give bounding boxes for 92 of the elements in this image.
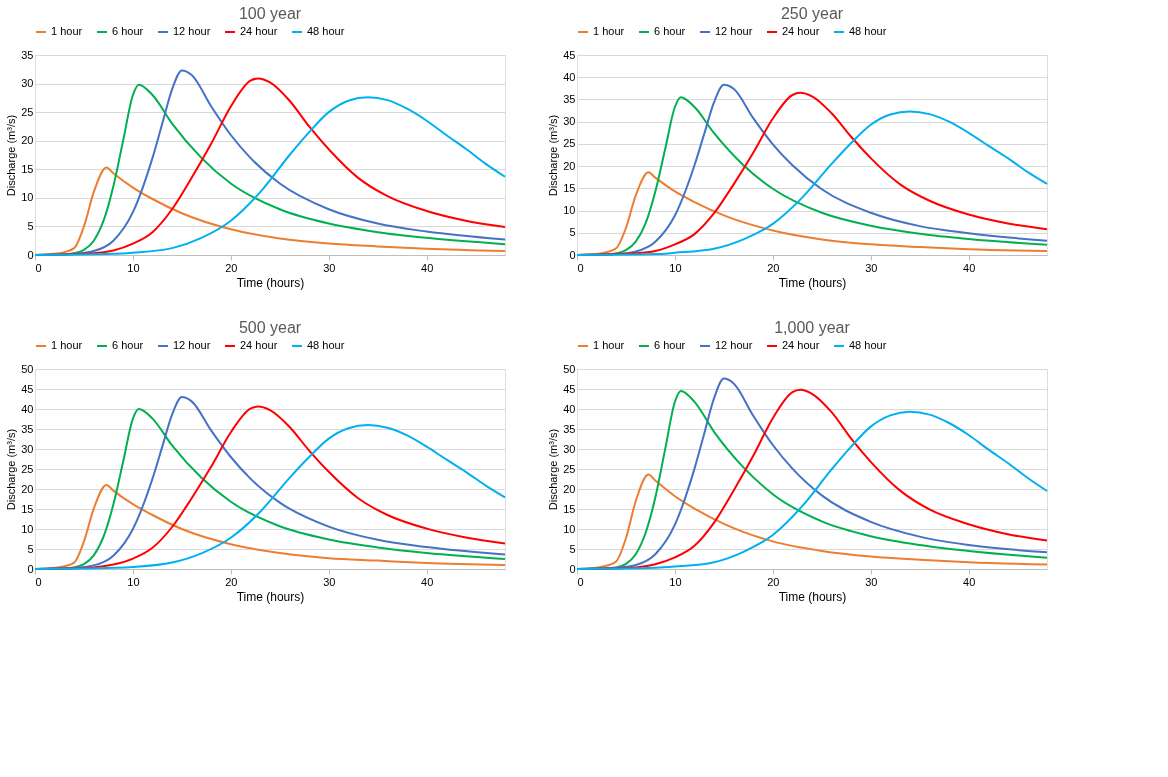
y-tick-label: 25 <box>563 462 576 475</box>
y-tick-label: 30 <box>21 442 34 455</box>
y-tick-label: 5 <box>569 226 576 239</box>
y-tick-label: 10 <box>563 204 576 217</box>
y-tick-label: 20 <box>563 159 576 172</box>
chart-title: 500 year <box>238 319 302 336</box>
x-tick-label: 20 <box>225 575 238 588</box>
x-tick-label: 0 <box>35 261 42 274</box>
y-tick-label: 50 <box>563 362 576 375</box>
y-tick-label: 35 <box>563 422 576 435</box>
legend-label: 48 hour <box>849 25 887 37</box>
x-axis-title: Time (hours) <box>778 589 847 604</box>
legend-label: 24 hour <box>240 339 278 351</box>
legend-label: 6 hour <box>654 339 686 351</box>
y-tick-label: 5 <box>569 542 576 555</box>
y-axis-title: Discharge (m³/s) <box>5 114 18 197</box>
y-axis-title: Discharge (m³/s) <box>5 428 18 511</box>
legend-label: 12 hour <box>715 339 753 351</box>
legend-label: 6 hour <box>654 25 686 37</box>
legend-label: 12 hour <box>173 339 211 351</box>
x-tick-label: 40 <box>963 575 976 588</box>
legend-label: 1 hour <box>593 339 625 351</box>
y-tick-label: 35 <box>563 92 576 105</box>
y-tick-label: 10 <box>563 522 576 535</box>
x-tick-label: 0 <box>577 261 584 274</box>
x-tick-label: 30 <box>865 575 878 588</box>
y-tick-label: 5 <box>27 542 34 555</box>
y-tick-label: 0 <box>27 562 34 575</box>
x-tick-label: 10 <box>127 261 140 274</box>
y-tick-label: 10 <box>21 191 34 204</box>
legend-label: 6 hour <box>112 339 144 351</box>
legend-label: 6 hour <box>112 25 144 37</box>
legend-label: 1 hour <box>593 25 625 37</box>
x-axis-title: Time (hours) <box>236 589 305 604</box>
y-tick-label: 15 <box>563 502 576 515</box>
y-tick-label: 20 <box>563 482 576 495</box>
x-tick-label: 0 <box>35 575 42 588</box>
legend-label: 24 hour <box>782 339 820 351</box>
legend-label: 1 hour <box>51 339 83 351</box>
y-tick-label: 45 <box>563 48 576 61</box>
y-tick-label: 25 <box>563 137 576 150</box>
y-tick-label: 40 <box>21 402 34 415</box>
legend-label: 1 hour <box>51 25 83 37</box>
y-tick-label: 35 <box>21 48 34 61</box>
y-tick-label: 10 <box>21 522 34 535</box>
legend-label: 48 hour <box>307 25 345 37</box>
x-tick-label: 20 <box>767 575 780 588</box>
legend-label: 48 hour <box>307 339 345 351</box>
legend-label: 12 hour <box>173 25 211 37</box>
x-tick-label: 20 <box>767 261 780 274</box>
y-tick-label: 45 <box>563 382 576 395</box>
y-tick-label: 0 <box>27 248 34 261</box>
y-tick-label: 15 <box>21 162 34 175</box>
y-tick-label: 5 <box>27 219 34 232</box>
y-tick-label: 35 <box>21 422 34 435</box>
y-tick-label: 50 <box>21 362 34 375</box>
x-tick-label: 30 <box>323 575 336 588</box>
y-tick-label: 15 <box>563 181 576 194</box>
y-tick-label: 20 <box>21 482 34 495</box>
x-tick-label: 30 <box>323 261 336 274</box>
legend-label: 12 hour <box>715 25 753 37</box>
x-axis-title: Time (hours) <box>236 275 305 290</box>
y-tick-label: 30 <box>563 115 576 128</box>
y-tick-label: 25 <box>21 462 34 475</box>
y-tick-label: 30 <box>563 442 576 455</box>
y-tick-label: 0 <box>569 248 576 261</box>
y-axis-title: Discharge (m³/s) <box>547 428 560 511</box>
y-axis-title: Discharge (m³/s) <box>547 114 560 197</box>
legend-label: 48 hour <box>849 339 887 351</box>
x-tick-label: 10 <box>669 261 682 274</box>
chart-title: 100 year <box>238 5 302 22</box>
legend-label: 24 hour <box>240 25 278 37</box>
x-tick-label: 40 <box>421 261 434 274</box>
y-tick-label: 25 <box>21 105 34 118</box>
chart-title: 1,000 year <box>774 319 851 336</box>
x-tick-label: 40 <box>963 261 976 274</box>
y-tick-label: 45 <box>21 382 34 395</box>
legend-label: 24 hour <box>782 25 820 37</box>
x-tick-label: 40 <box>421 575 434 588</box>
y-tick-label: 40 <box>563 70 576 83</box>
y-tick-label: 0 <box>569 562 576 575</box>
x-axis-title: Time (hours) <box>778 275 847 290</box>
x-tick-label: 10 <box>669 575 682 588</box>
chart-title: 250 year <box>780 5 844 22</box>
x-tick-label: 30 <box>865 261 878 274</box>
y-tick-label: 30 <box>21 77 34 90</box>
x-tick-label: 20 <box>225 261 238 274</box>
y-tick-label: 15 <box>21 502 34 515</box>
x-tick-label: 10 <box>127 575 140 588</box>
y-tick-label: 20 <box>21 134 34 147</box>
y-tick-label: 40 <box>563 402 576 415</box>
x-tick-label: 0 <box>577 575 584 588</box>
